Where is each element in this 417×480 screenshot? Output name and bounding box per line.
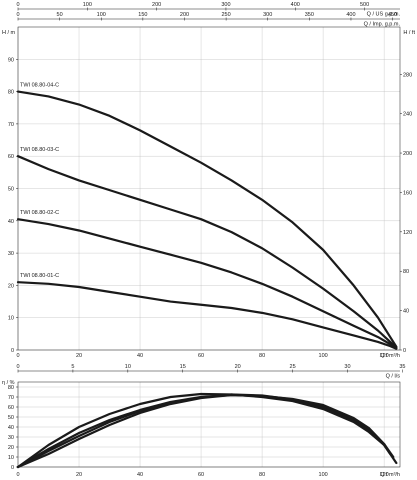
eff-top-axis-tick-label: 5 [71, 364, 74, 370]
eff-top-axis-tick-label: 30 [344, 364, 350, 370]
head-y2-tick-label: 240 [403, 112, 412, 118]
head-y2-tick-label: 160 [403, 190, 412, 196]
eff-x-tick-label: 100 [319, 472, 328, 478]
top-axis-0-tick-label: 300 [221, 2, 230, 8]
eff-top-axis-tick-label: 20 [235, 364, 241, 370]
top-axis-1-tick-label: 50 [57, 12, 63, 18]
head-y-tick-label: 90 [8, 57, 14, 63]
eff-y-tick-label: 70 [8, 395, 14, 401]
head-ylabel: H / m [2, 30, 16, 36]
top-axis-1-tick-label: 300 [263, 12, 272, 18]
head-curve-1 [16, 90, 398, 348]
eff-top-axis-tick-label: 0 [16, 364, 19, 370]
eff-y-tick-label: 20 [8, 445, 14, 451]
eff-x-tick-label: 60 [198, 472, 204, 478]
head-x-tick-label: 40 [137, 353, 143, 359]
top-axis-0-tick-label: 100 [83, 2, 92, 8]
top-axis-1-tick-label: 200 [180, 12, 189, 18]
top-axis-1-tick-label: 450 [388, 12, 397, 18]
head-curve-2 [16, 155, 398, 349]
eff-x-tick-label: 120 [380, 472, 389, 478]
eff-y-tick-label: 0 [11, 465, 14, 471]
head-y-tick-label: 50 [8, 187, 14, 193]
eff-top-axis-tick-label: 15 [180, 364, 186, 370]
head-y-tick-label: 20 [8, 283, 14, 289]
eff-y-tick-label: 80 [8, 385, 14, 391]
head-y2-tick-label: 40 [403, 309, 409, 315]
top-axis-0-unit: Q / US g.p.m. [367, 12, 401, 18]
head-x-tick-label: 100 [319, 353, 328, 359]
top-axis-0-tick-label: 500 [360, 2, 369, 8]
top-axis-1-tick-label: 400 [346, 12, 355, 18]
eff-x-tick-label: 40 [137, 472, 143, 478]
top-axis-1-tick-label: 250 [222, 12, 231, 18]
eff-ylabel: η / % [2, 380, 15, 386]
eff-y-tick-label: 60 [8, 405, 14, 411]
head-y2-tick-label: 280 [403, 72, 412, 78]
head-y-tick-label: 0 [11, 348, 14, 354]
top-axis-1-unit: Q / Imp. g.p.m. [364, 22, 401, 28]
eff-top-axis-tick-label: 35 [399, 364, 405, 370]
head-x-tick-label: 0 [16, 353, 19, 359]
head-y-tick-label: 80 [8, 90, 14, 96]
eff-x-tick-label: 0 [16, 472, 19, 478]
eff-curve-1 [16, 392, 398, 469]
eff-top-axis-unit: Q / l/s [386, 374, 401, 380]
eff-x-tick-label: 20 [76, 472, 82, 478]
top-axis-1-tick-label: 150 [138, 12, 147, 18]
eff-curve-4 [16, 393, 389, 469]
head-y-tick-label: 70 [8, 122, 14, 128]
head-curve-label-4: TWI 08.80-01-C [20, 273, 59, 279]
head-x-tick-label: 120 [380, 353, 389, 359]
eff-y-tick-label: 50 [8, 415, 14, 421]
head-y2-tick-label: 200 [403, 151, 412, 157]
eff-top-axis-tick-label: 25 [290, 364, 296, 370]
head-y-tick-label: 40 [8, 219, 14, 225]
top-axis-0-tick-label: 200 [152, 2, 161, 8]
eff-y-tick-label: 40 [8, 425, 14, 431]
head-y2-tick-label: 0 [403, 348, 406, 354]
head-curve-4 [16, 281, 398, 350]
top-axis-1-tick-label: 100 [97, 12, 106, 18]
top-axis-0-tick-label: 400 [291, 2, 300, 8]
eff-y-tick-label: 10 [8, 455, 14, 461]
head-curve-label-1: TWI 08.80-04-C [20, 83, 59, 89]
eff-plot-frame [17, 381, 401, 468]
top-axis-1-tick-label: 0 [16, 12, 19, 18]
eff-xlabel: Q / m³/h [380, 472, 400, 478]
head-y-tick-label: 10 [8, 316, 14, 322]
head-y2-tick-label: 80 [403, 269, 409, 275]
head-x-tick-label: 60 [198, 353, 204, 359]
head-x-tick-label: 20 [76, 353, 82, 359]
top-axis-1-tick-label: 350 [305, 12, 314, 18]
eff-top-axis-tick-label: 10 [125, 364, 131, 370]
head-x-tick-label: 80 [259, 353, 265, 359]
head-curve-3 [16, 218, 398, 350]
head-y-tick-label: 30 [8, 251, 14, 257]
head-y2-tick-label: 120 [403, 230, 412, 236]
head-curve-label-2: TWI 08.80-03-C [20, 147, 59, 153]
head-y-tick-label: 60 [8, 154, 14, 160]
head-y2label: H / ft [403, 30, 415, 36]
head-xlabel: Q / m³/h [380, 353, 400, 359]
eff-x-tick-label: 80 [259, 472, 265, 478]
eff-y-tick-label: 30 [8, 435, 14, 441]
top-axis-0-tick-label: 0 [16, 2, 19, 8]
head-curve-label-3: TWI 08.80-02-C [20, 210, 59, 216]
